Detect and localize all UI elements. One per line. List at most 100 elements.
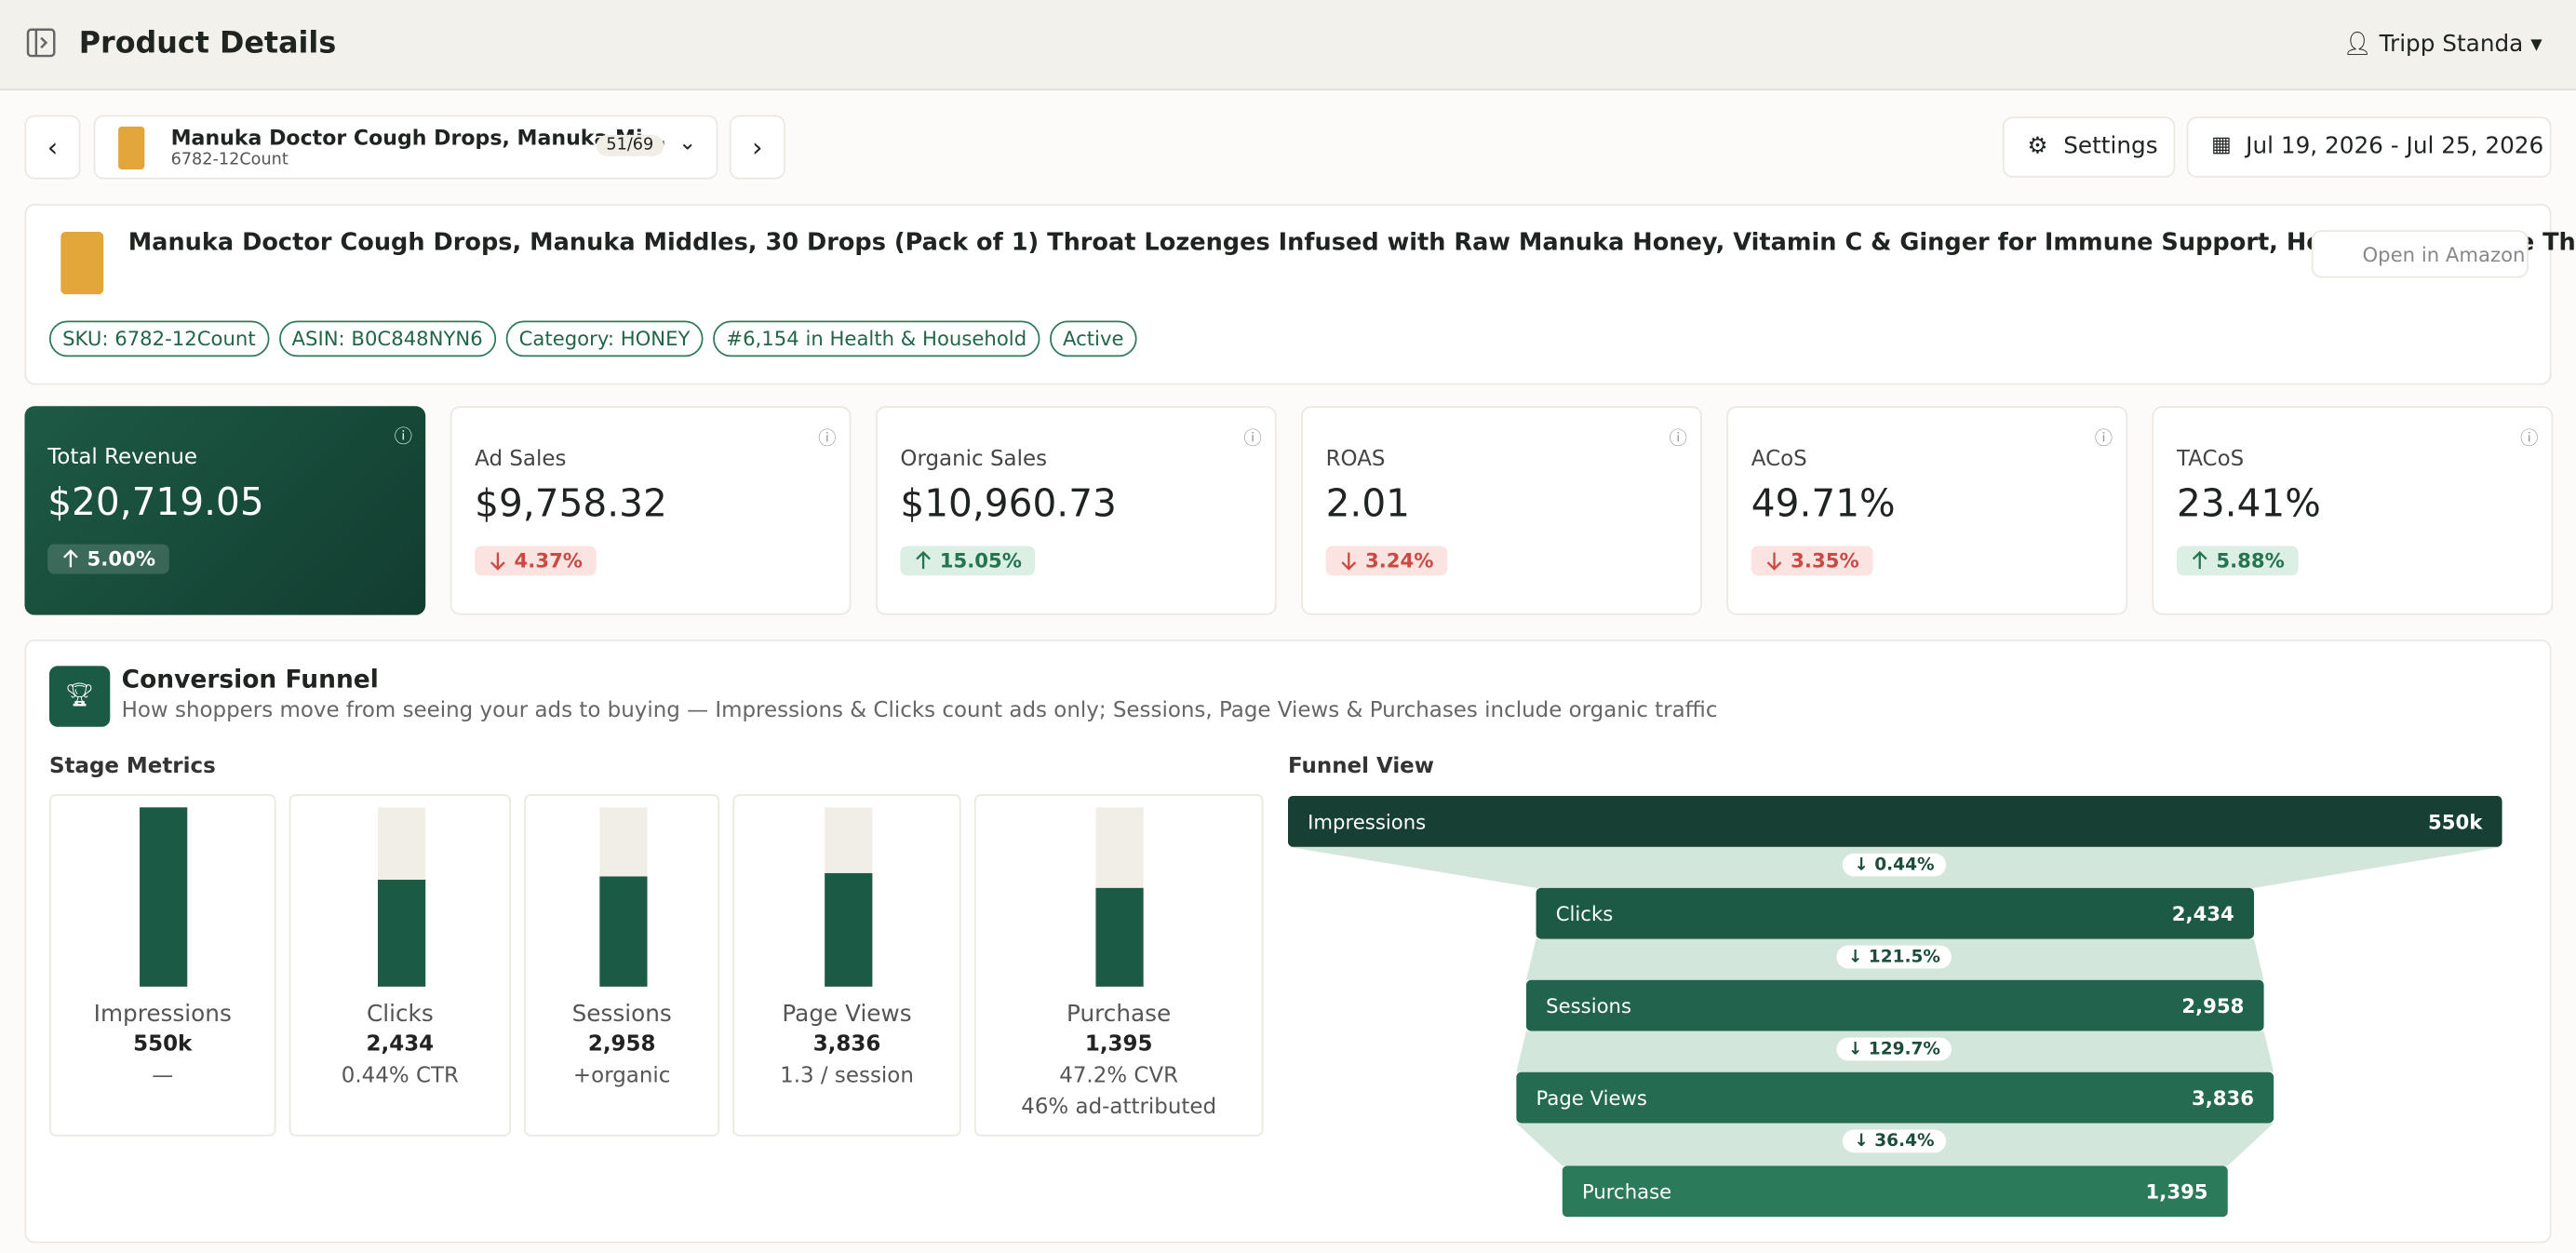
stage-bar <box>140 807 188 987</box>
funnel-title: Conversion Funnel <box>121 664 379 694</box>
prev-button[interactable]: ‹ <box>24 115 81 180</box>
stage-name: Sessions <box>571 1001 672 1028</box>
badge: SKU: 6782-12Count <box>48 320 269 357</box>
product-sku: 6782-12Count <box>170 151 288 169</box>
stage-note: — <box>152 1063 174 1089</box>
product-name: Manuka Doctor Cough Drops, Manuka Mi... <box>170 125 666 150</box>
stage-name: Impressions <box>93 1001 232 1028</box>
funnel-value: 2,434 <box>2171 901 2234 925</box>
stage-name: Purchase <box>1067 1001 1172 1028</box>
kpi-label: TACoS <box>2177 447 2245 472</box>
badge: #6,154 in Health & Household <box>713 320 1040 357</box>
kpi-value: $9,758.32 <box>475 483 667 527</box>
kpi-change: 15.05% <box>900 546 1036 576</box>
info-icon: ⓘ <box>2519 427 2539 450</box>
funnel-name: Sessions <box>1546 993 1632 1017</box>
stage-value: 3,836 <box>812 1032 881 1058</box>
kpi-label: ROAS <box>1325 447 1386 472</box>
open-amazon[interactable]: Open in Amazon <box>2311 230 2529 278</box>
kpi-label: Organic Sales <box>900 447 1048 472</box>
kpi-value: 2.01 <box>1325 483 1411 527</box>
stage-name: Page Views <box>782 1001 912 1028</box>
stage-bar <box>1095 887 1144 987</box>
kpi-card: ⓘ ACoS 49.71% 3.35% <box>1726 406 2128 615</box>
info-icon: ⓘ <box>394 425 413 448</box>
stage-note: 46% ad-attributed <box>1021 1095 1217 1120</box>
funnel-name: Page Views <box>1536 1085 1647 1110</box>
kpi-value: $20,719.05 <box>47 481 264 525</box>
product-selector[interactable]: Manuka Doctor Cough Drops, Manuka Mi... … <box>93 115 718 180</box>
user-name: Tripp Standa <box>2379 31 2524 58</box>
stage-note: 0.44% CTR <box>341 1063 459 1089</box>
info-icon: ⓘ <box>1243 427 1262 450</box>
chevron: ⌄ <box>678 131 697 156</box>
sidebar-toggle[interactable] <box>26 28 56 58</box>
funnel-name: Clicks <box>1555 901 1614 925</box>
badge: Category: HONEY <box>505 320 704 357</box>
funnel-bar: Purchase 1,395 <box>1562 1165 2228 1218</box>
kpi-change: 5.00% <box>47 544 169 574</box>
next-button[interactable]: › <box>729 115 785 180</box>
stage-note: 1.3 / session <box>780 1063 914 1089</box>
kpi-label: Ad Sales <box>475 447 567 472</box>
position: 51/69 <box>596 134 664 156</box>
page-title: Product Details <box>78 26 337 61</box>
funnel-bar: Clicks 2,434 <box>1536 887 2254 939</box>
kpi-change: 3.24% <box>1325 546 1447 576</box>
kpi-change: 3.35% <box>1751 546 1872 576</box>
user-menu[interactable]: 👤︎ Tripp Standa ▾ <box>2342 31 2542 58</box>
kpi-card: ⓘ Total Revenue $20,719.05 5.00% <box>24 406 426 615</box>
view-title: Funnel View <box>1287 754 1434 780</box>
stage-card: Sessions 2,958 +organic <box>524 794 720 1137</box>
funnel-name: Purchase <box>1581 1179 1672 1204</box>
product-image <box>60 232 104 295</box>
stage-bar <box>598 876 647 987</box>
funnel-value: 2,958 <box>2181 993 2245 1017</box>
stage-value: 550k <box>133 1032 193 1058</box>
funnel-bar: Impressions 550k <box>1287 795 2502 847</box>
stage-card: Page Views 3,836 1.3 / session <box>732 794 961 1137</box>
drop-rate: ↓ 36.4% <box>1842 1129 1946 1153</box>
stage-note: 47.2% CVR <box>1059 1063 1179 1089</box>
stage-bar <box>377 880 425 987</box>
product-thumb <box>118 127 145 169</box>
header <box>0 0 2576 91</box>
badge: Active <box>1049 320 1137 357</box>
stage-value: 2,958 <box>587 1032 656 1058</box>
kpi-value: $10,960.73 <box>900 483 1117 527</box>
kpi-label: Total Revenue <box>47 445 198 471</box>
funnel-icon: 🏆︎ <box>48 666 111 727</box>
funnel-subtitle: How shoppers move from seeing your ads t… <box>121 698 1718 724</box>
product-card: Manuka Doctor Cough Drops, Manuka Middle… <box>24 204 2576 385</box>
funnel-bar: Page Views 3,836 <box>1516 1071 2274 1124</box>
stage-title: Stage Metrics <box>48 754 216 780</box>
kpi-change: 5.88% <box>2177 546 2299 576</box>
kpi-card: ⓘ Ad Sales $9,758.32 4.37% <box>449 406 852 615</box>
drop-rate: ↓ 0.44% <box>1842 853 1946 877</box>
kpi-label: ACoS <box>1751 447 1807 472</box>
open-amazon-label: Open in Amazon <box>2362 243 2526 267</box>
stage-note: +organic <box>572 1063 671 1089</box>
drop-rate: ↓ 121.5% <box>1836 945 1952 969</box>
settings-label: Settings <box>2063 133 2158 160</box>
info-icon: ⓘ <box>1669 427 1687 450</box>
funnel-name: Impressions <box>1308 809 1427 833</box>
badge: ASIN: B0C848NYN6 <box>278 320 496 357</box>
stage-value: 2,434 <box>366 1032 435 1058</box>
date-picker[interactable]: ▦ Jul 19, 2026 - Jul 25, 2026 <box>2186 116 2552 178</box>
settings-button[interactable]: ⚙︎ Settings <box>2002 116 2176 178</box>
funnel-value: 1,395 <box>2145 1179 2208 1204</box>
stage-card: Clicks 2,434 0.44% CTR <box>288 794 512 1137</box>
funnel-value: 3,836 <box>2191 1085 2254 1110</box>
kpi-value: 23.41% <box>2177 483 2321 527</box>
stage-bar <box>824 872 872 987</box>
kpi-card: ⓘ TACoS 23.41% 5.88% <box>2152 406 2554 615</box>
date-range: Jul 19, 2026 - Jul 25, 2026 <box>2246 133 2544 160</box>
product-title: Manuka Doctor Cough Drops, Manuka Middle… <box>127 230 2576 257</box>
stage-card: Purchase 1,395 47.2% CVR 46% ad-attributed <box>973 794 1264 1137</box>
kpi-change: 4.37% <box>475 546 597 576</box>
info-icon: ⓘ <box>2094 427 2113 450</box>
badges: SKU: 6782-12Count ASIN: B0C848NYN6 Categor… <box>48 320 1147 357</box>
